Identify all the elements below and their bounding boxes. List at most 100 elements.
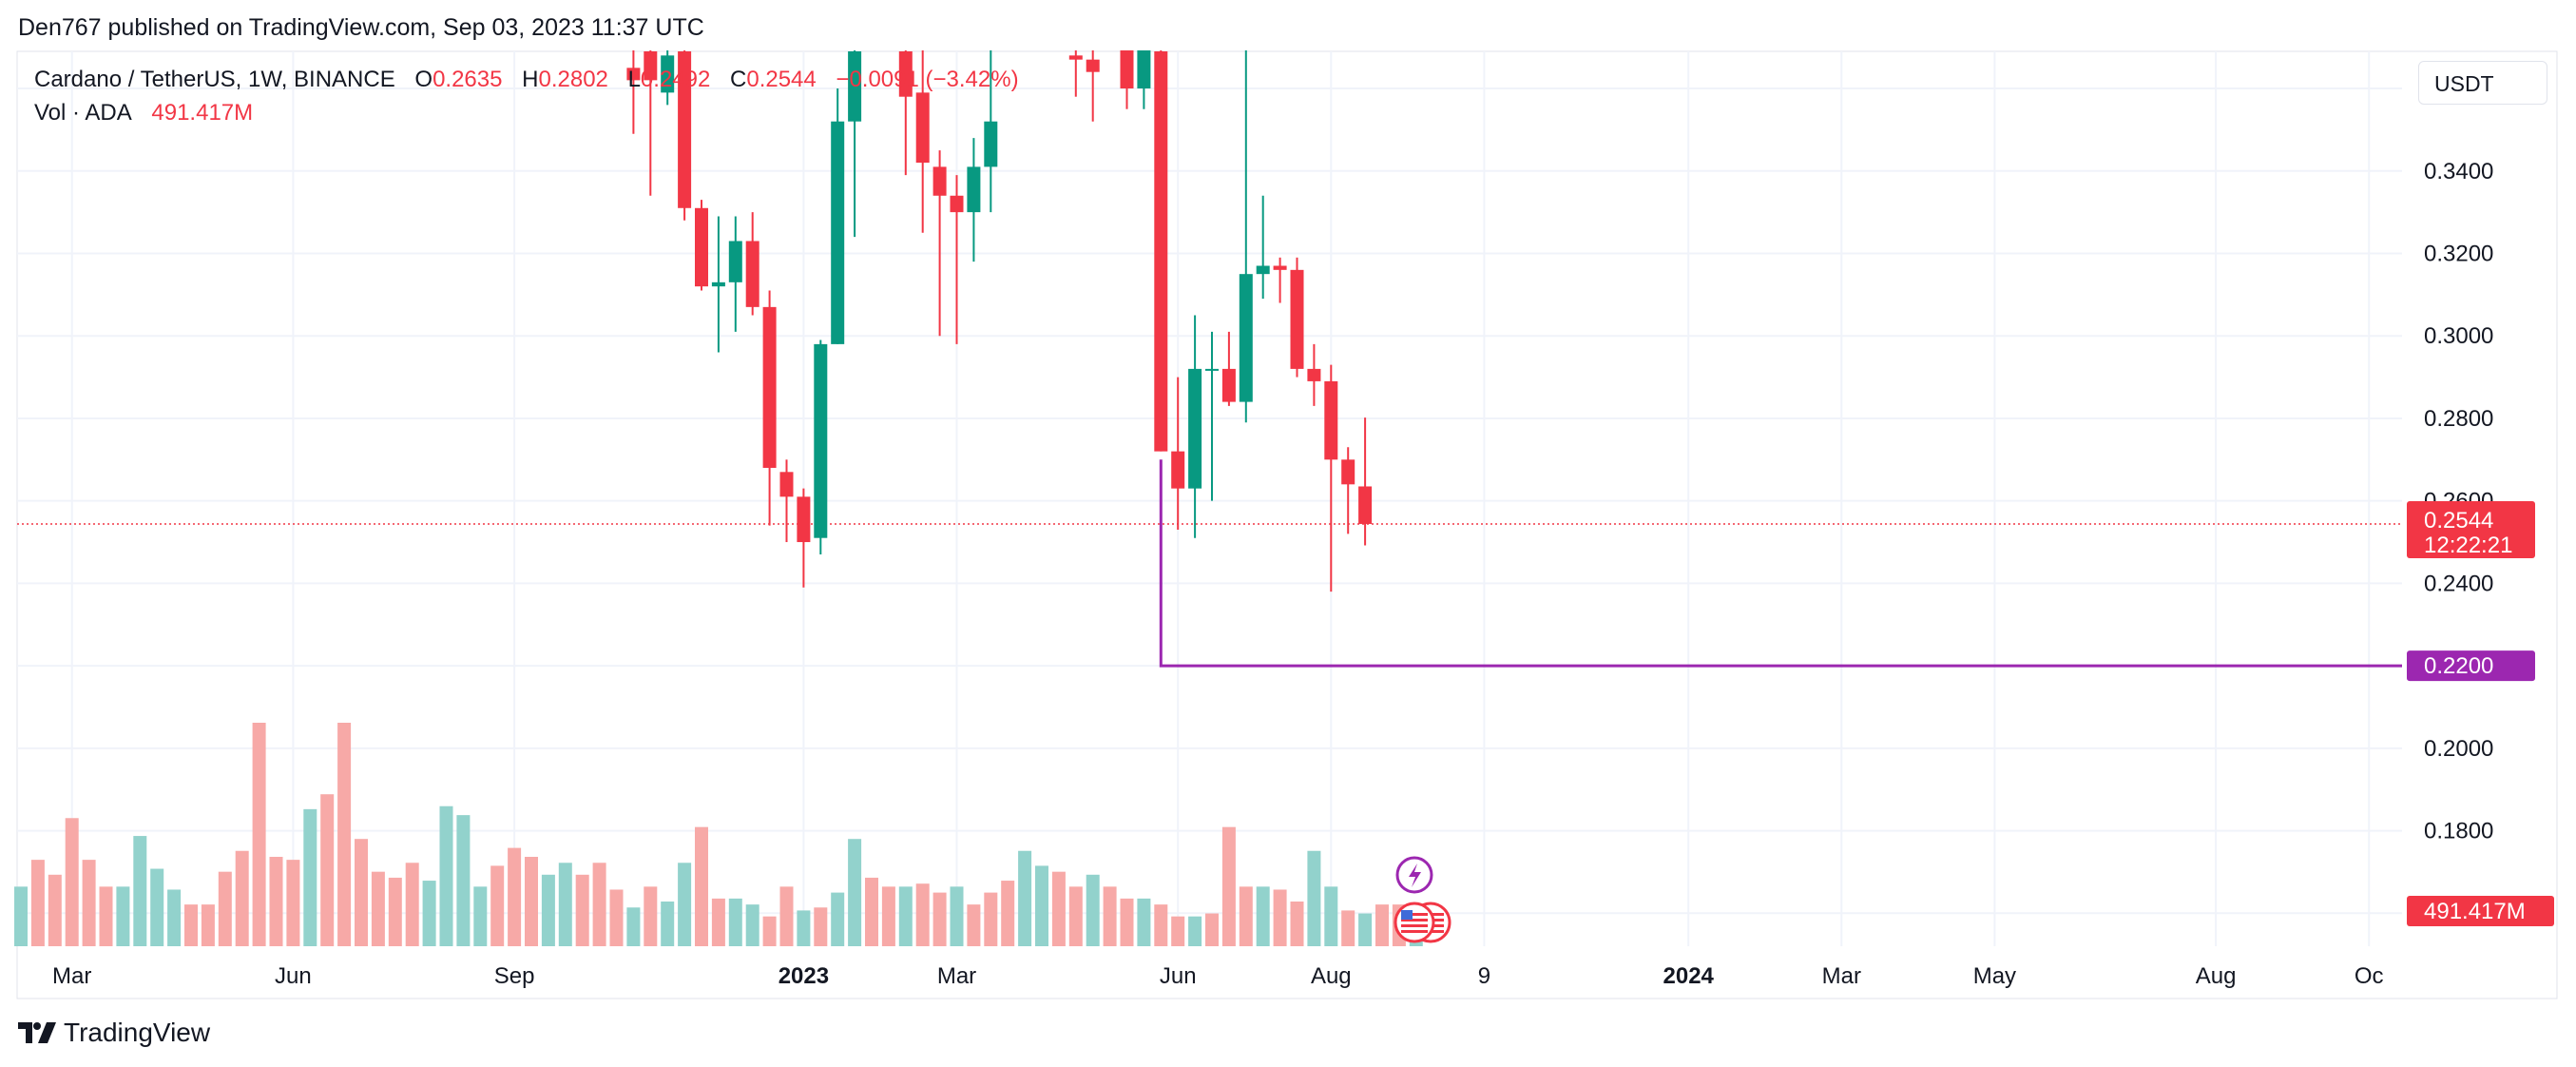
flag-stripe	[1401, 924, 1428, 927]
volume-bar	[626, 907, 641, 946]
volume-bar	[490, 865, 505, 946]
candle-body	[644, 51, 658, 81]
candle-body	[678, 51, 692, 208]
volume-bar	[779, 886, 794, 946]
candle-body	[1324, 380, 1338, 460]
symbol-name[interactable]: Cardano / TetherUS, 1W, BINANCE	[34, 67, 395, 92]
currency-selector[interactable]: USDT	[2418, 61, 2547, 105]
volume-bar	[1256, 886, 1270, 946]
candle-body	[728, 241, 742, 282]
volume-bar	[286, 860, 300, 946]
footer-brand: TradingView	[64, 1018, 211, 1047]
support-level-badge: 0.2200	[2407, 650, 2535, 682]
candle-body	[1086, 59, 1100, 72]
candle-body	[1307, 368, 1321, 381]
close-value: 0.2544	[746, 67, 817, 92]
volume-bar	[167, 889, 182, 946]
high-label: H	[522, 67, 539, 92]
candle-up	[848, 47, 862, 238]
volume-bar	[355, 839, 368, 946]
volume-bar	[337, 723, 352, 946]
candlesticks	[626, 13, 1373, 592]
candle-body	[1256, 265, 1270, 275]
candle-body	[1120, 47, 1134, 89]
volume-bar	[303, 808, 317, 946]
candle-body	[932, 166, 947, 196]
volume-bar	[1324, 886, 1338, 946]
candle-down	[950, 175, 964, 344]
volume-bar	[1068, 886, 1083, 946]
volume-bar	[82, 860, 96, 946]
candle-down	[1086, 38, 1100, 122]
candle-down	[898, 30, 913, 176]
volume-bar	[745, 904, 759, 946]
publisher-info: Den767 published on TradingView.com, Sep…	[18, 14, 704, 41]
volume-bar	[1120, 898, 1134, 946]
candle-down	[1154, 38, 1168, 452]
volume-bar	[881, 886, 895, 946]
volume-bar	[728, 898, 742, 946]
volume-bar	[558, 863, 572, 946]
volume-bar	[831, 892, 845, 946]
price-tick-label: 0.1800	[2424, 819, 2493, 844]
candle-down	[932, 150, 947, 337]
candle-body	[626, 68, 641, 81]
flag-stripe	[1401, 913, 1428, 916]
countdown-value: 12:22:21	[2424, 533, 2512, 558]
volume-value: 491.417M	[151, 100, 254, 126]
candle-body	[661, 55, 675, 93]
change-value: −0.0091 (−3.42%)	[836, 67, 1019, 92]
volume-bar	[814, 907, 828, 946]
volume-badge-value: 491.417M	[2424, 899, 2526, 924]
volume-bar	[320, 794, 335, 946]
volume-bar	[525, 857, 538, 946]
candle-body	[1341, 459, 1355, 485]
tradingview-logo-icon	[18, 1022, 56, 1043]
candle-down	[779, 459, 794, 543]
volume-bar	[1188, 916, 1202, 946]
time-tick-label: May	[1973, 963, 2016, 989]
chart-grid	[16, 50, 2558, 999]
us-flag-icon[interactable]	[1394, 902, 1435, 943]
volume-bar	[235, 850, 249, 946]
price-tick-label: 0.2400	[2424, 571, 2493, 596]
volume-badge-bg	[2407, 896, 2554, 926]
flag-stripe	[1401, 930, 1428, 933]
candle-body	[967, 166, 981, 213]
candle-body	[950, 195, 964, 213]
volume-bar	[678, 863, 692, 946]
candle-down	[678, 26, 692, 221]
time-tick-label: 2024	[1663, 963, 1715, 989]
time-tick-label: Jun	[1160, 963, 1197, 989]
volume-bar	[1341, 910, 1355, 946]
candle-body	[1171, 451, 1185, 489]
volume-bar	[1018, 850, 1032, 946]
volume-bar	[695, 826, 708, 946]
candle-down	[644, 22, 658, 196]
volume-bar	[439, 805, 453, 946]
time-tick-label: 2023	[779, 963, 829, 989]
candle-body	[1239, 274, 1253, 402]
high-value: 0.2802	[538, 67, 608, 92]
volume-bar	[422, 881, 436, 946]
candle-up	[1256, 195, 1270, 300]
volume-bar	[1103, 886, 1117, 946]
volume-bar	[644, 886, 658, 946]
volume-bar	[1154, 904, 1168, 946]
volume-bar	[661, 902, 675, 946]
low-value: 0.2492	[640, 67, 711, 92]
lightning-icon[interactable]	[1395, 856, 1433, 894]
volume-bar	[1035, 865, 1048, 946]
volume-bar	[1307, 850, 1321, 946]
volume-bar	[1273, 889, 1287, 946]
time-tick-label: Jun	[275, 963, 312, 989]
volume-bar	[116, 886, 130, 946]
candle-down	[1358, 417, 1373, 546]
last-price-badge-bg	[2407, 500, 2535, 558]
time-tick-label: Oc	[2355, 963, 2384, 989]
low-label: L	[627, 67, 641, 92]
time-tick-label: Mar	[1822, 963, 1861, 989]
tradingview-logo[interactable]: TradingView	[18, 1018, 210, 1048]
volume-bar	[65, 818, 79, 946]
